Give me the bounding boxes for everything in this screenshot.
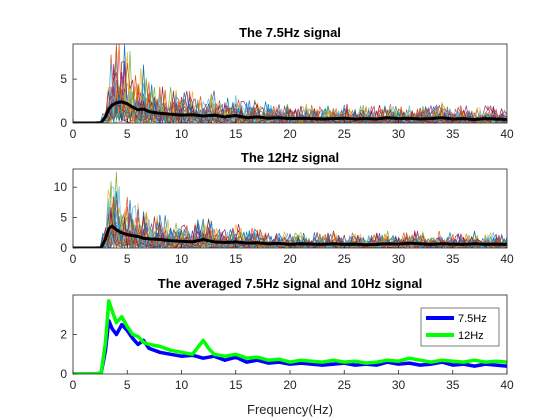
panel-3-xlabel: Frequency(Hz) <box>247 402 333 417</box>
x-tick-label: 40 <box>500 127 514 141</box>
x-tick-label: 15 <box>229 378 243 392</box>
x-tick-label: 20 <box>283 127 297 141</box>
panel-3-plot <box>73 299 507 374</box>
panel-1-title: The 7.5Hz signal <box>239 25 341 40</box>
legend-box <box>420 307 500 347</box>
series-line-12hz <box>73 299 507 374</box>
x-tick-label: 20 <box>283 378 297 392</box>
legend-label-12hz: 12Hz <box>458 330 484 342</box>
x-tick-label: 0 <box>70 378 77 392</box>
panel-3: The averaged 7.5Hz signal and 10Hz signa… <box>60 276 514 417</box>
y-tick-label: 2 <box>60 328 67 342</box>
y-tick-label: 5 <box>60 211 67 225</box>
mean-line <box>73 100 507 123</box>
panel-1-ticks: 0 5 10 15 20 25 30 35 40 0 5 <box>60 72 514 141</box>
x-tick-label: 40 <box>500 252 514 266</box>
legend-label-7-5hz: 7.5Hz <box>458 313 487 325</box>
x-tick-label: 5 <box>124 378 131 392</box>
panel-3-ticks: 0 5 10 15 20 25 30 35 40 0 2 <box>60 328 514 393</box>
series-line-7-5hz <box>73 318 507 374</box>
trial-line <box>73 71 507 123</box>
panel-2: The 12Hz signal 0 5 10 15 20 25 30 35 40 0 5 10 <box>54 150 514 266</box>
y-tick-label: 0 <box>60 367 67 381</box>
x-tick-label: 25 <box>338 127 352 141</box>
x-tick-label: 20 <box>283 252 297 266</box>
x-tick-label: 35 <box>446 378 460 392</box>
panel-3-title: The averaged 7.5Hz signal and 10Hz signa… <box>158 276 422 291</box>
x-tick-label: 15 <box>229 127 243 141</box>
x-tick-label: 10 <box>175 127 189 141</box>
x-tick-label: 30 <box>392 252 406 266</box>
x-tick-label: 0 <box>70 252 77 266</box>
x-tick-label: 40 <box>500 378 514 392</box>
x-tick-label: 5 <box>124 252 131 266</box>
x-tick-label: 10 <box>175 378 189 392</box>
x-tick-label: 0 <box>70 127 77 141</box>
x-tick-label: 25 <box>338 252 352 266</box>
y-tick-label: 5 <box>60 72 67 86</box>
x-tick-label: 30 <box>392 127 406 141</box>
panel-1: The 7.5Hz signal 0 5 10 15 20 25 30 35 40 0 5 <box>60 25 514 141</box>
legend: 7.5Hz 12Hz <box>420 307 500 347</box>
panel-2-ticks: 0 5 10 15 20 25 30 35 40 0 5 10 <box>54 180 514 266</box>
x-tick-label: 35 <box>446 127 460 141</box>
x-tick-label: 30 <box>392 378 406 392</box>
x-tick-label: 5 <box>124 127 131 141</box>
mean-line <box>73 224 507 248</box>
y-tick-label: 0 <box>60 241 67 255</box>
x-tick-label: 35 <box>446 252 460 266</box>
panel-2-title: The 12Hz signal <box>241 150 339 165</box>
x-tick-label: 25 <box>338 378 352 392</box>
x-tick-label: 10 <box>175 252 189 266</box>
y-tick-label: 0 <box>60 116 67 130</box>
y-tick-label: 10 <box>54 180 68 194</box>
x-tick-label: 15 <box>229 252 243 266</box>
